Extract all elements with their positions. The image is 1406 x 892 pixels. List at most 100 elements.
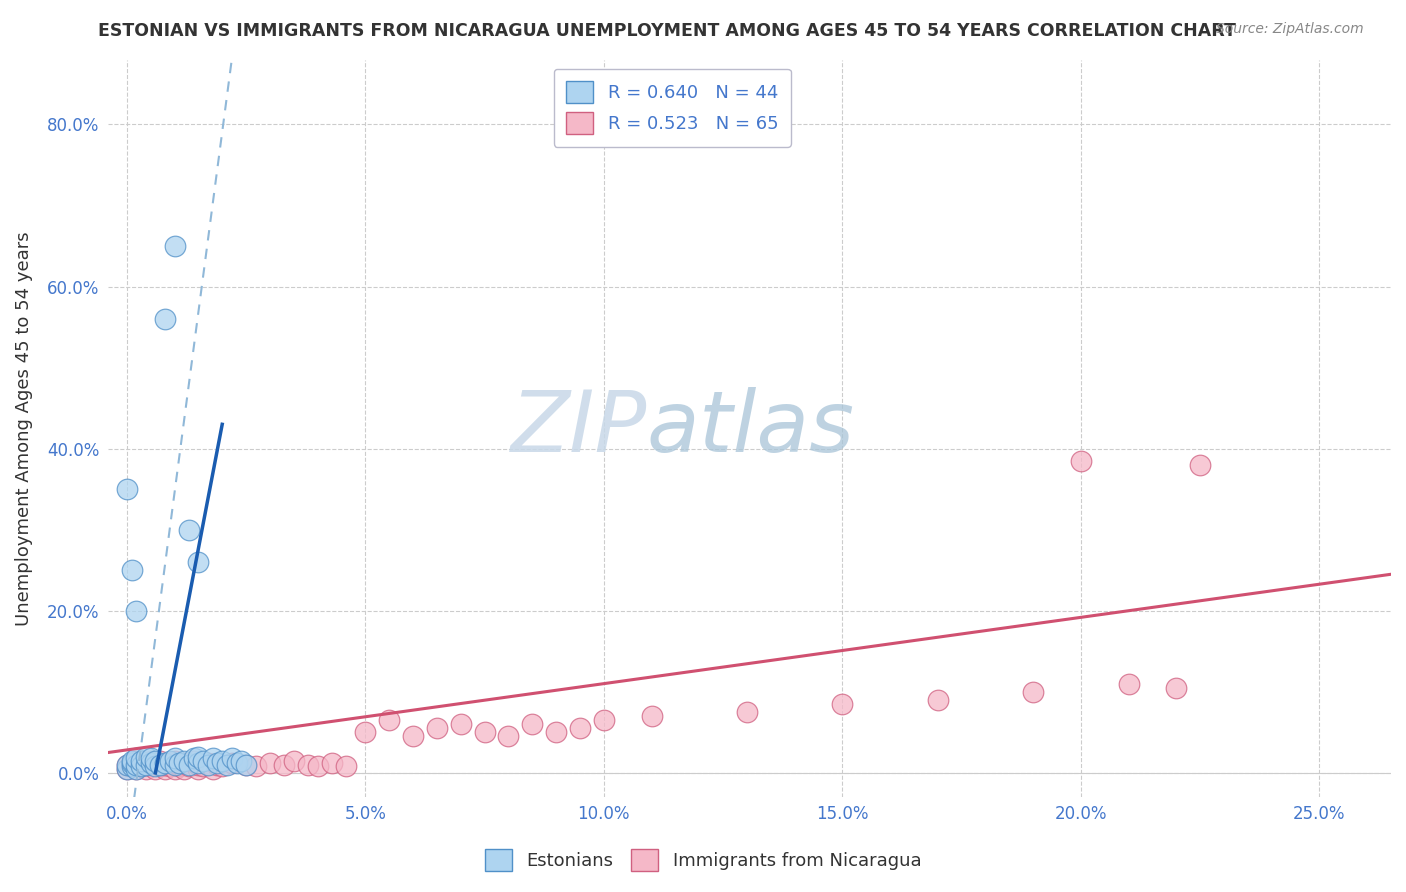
- Point: [231, 754, 253, 768]
- Point: [321, 756, 343, 771]
- Point: [115, 762, 138, 776]
- Point: [169, 757, 191, 772]
- Point: [153, 312, 176, 326]
- Point: [1070, 454, 1092, 468]
- Point: [125, 762, 148, 776]
- Text: Source: ZipAtlas.com: Source: ZipAtlas.com: [1216, 22, 1364, 37]
- Point: [129, 759, 152, 773]
- Point: [297, 757, 319, 772]
- Point: [115, 762, 138, 776]
- Legend: Estonians, Immigrants from Nicaragua: Estonians, Immigrants from Nicaragua: [478, 842, 928, 879]
- Point: [640, 709, 662, 723]
- Point: [135, 757, 157, 772]
- Point: [378, 713, 401, 727]
- Text: ESTONIAN VS IMMIGRANTS FROM NICARAGUA UNEMPLOYMENT AMONG AGES 45 TO 54 YEARS COR: ESTONIAN VS IMMIGRANTS FROM NICARAGUA UN…: [98, 22, 1236, 40]
- Text: atlas: atlas: [647, 387, 855, 470]
- Point: [169, 759, 191, 773]
- Point: [159, 754, 181, 768]
- Point: [474, 725, 496, 739]
- Point: [115, 757, 138, 772]
- Point: [201, 751, 224, 765]
- Point: [354, 725, 377, 739]
- Point: [183, 754, 205, 768]
- Point: [402, 730, 425, 744]
- Point: [145, 754, 167, 768]
- Point: [569, 721, 592, 735]
- Point: [129, 759, 152, 773]
- Point: [283, 754, 305, 768]
- Point: [177, 757, 200, 772]
- Point: [145, 759, 167, 773]
- Point: [735, 705, 758, 719]
- Point: [592, 713, 614, 727]
- Point: [135, 749, 157, 764]
- Point: [225, 756, 247, 771]
- Point: [221, 751, 243, 765]
- Point: [121, 759, 143, 773]
- Point: [426, 721, 449, 735]
- Point: [177, 523, 200, 537]
- Point: [163, 762, 186, 776]
- Point: [187, 749, 209, 764]
- Y-axis label: Unemployment Among Ages 45 to 54 years: Unemployment Among Ages 45 to 54 years: [15, 231, 32, 625]
- Point: [121, 754, 143, 768]
- Point: [831, 697, 853, 711]
- Point: [450, 717, 472, 731]
- Point: [522, 717, 544, 731]
- Point: [153, 762, 176, 776]
- Point: [115, 757, 138, 772]
- Point: [183, 751, 205, 765]
- Point: [335, 759, 357, 773]
- Point: [149, 759, 172, 773]
- Point: [187, 757, 209, 772]
- Point: [1022, 685, 1045, 699]
- Point: [159, 759, 181, 773]
- Text: ZIP: ZIP: [510, 387, 647, 470]
- Point: [145, 762, 167, 776]
- Point: [201, 762, 224, 776]
- Point: [163, 754, 186, 768]
- Point: [153, 757, 176, 772]
- Point: [546, 725, 568, 739]
- Point: [153, 756, 176, 771]
- Point: [139, 754, 162, 768]
- Point: [191, 759, 214, 773]
- Point: [221, 756, 243, 771]
- Point: [197, 756, 219, 771]
- Point: [498, 730, 520, 744]
- Point: [125, 754, 148, 768]
- Point: [207, 756, 229, 771]
- Point: [115, 482, 138, 496]
- Point: [125, 762, 148, 776]
- Point: [129, 754, 152, 768]
- Point: [235, 757, 257, 772]
- Point: [121, 759, 143, 773]
- Point: [149, 754, 172, 768]
- Point: [149, 757, 172, 772]
- Point: [145, 756, 167, 771]
- Point: [235, 757, 257, 772]
- Point: [211, 754, 233, 768]
- Point: [273, 757, 295, 772]
- Point: [163, 751, 186, 765]
- Point: [159, 756, 181, 771]
- Point: [187, 756, 209, 771]
- Point: [1166, 681, 1188, 695]
- Point: [927, 693, 949, 707]
- Point: [215, 757, 238, 772]
- Point: [139, 759, 162, 773]
- Point: [139, 751, 162, 765]
- Point: [307, 759, 329, 773]
- Point: [125, 604, 148, 618]
- Point: [187, 762, 209, 776]
- Point: [163, 239, 186, 253]
- Point: [135, 757, 157, 772]
- Point: [1189, 458, 1212, 472]
- Point: [121, 563, 143, 577]
- Point: [163, 757, 186, 772]
- Point: [121, 756, 143, 771]
- Point: [125, 751, 148, 765]
- Point: [125, 757, 148, 772]
- Point: [1118, 676, 1140, 690]
- Point: [173, 754, 195, 768]
